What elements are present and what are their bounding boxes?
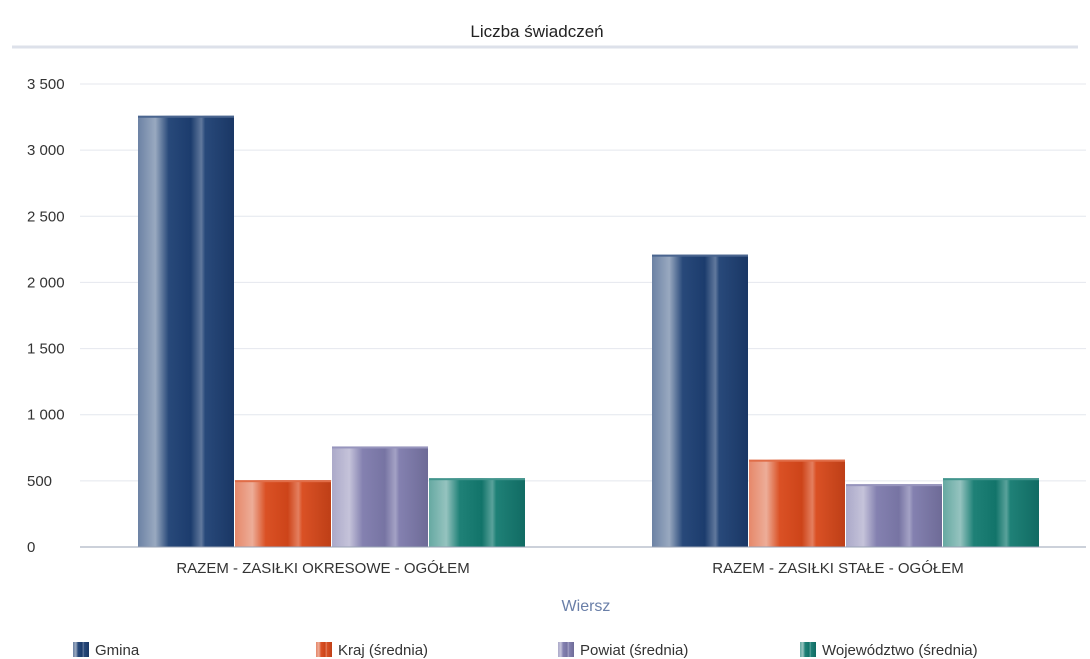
legend-label: Kraj (średnia)	[338, 642, 428, 659]
y-tick-label: 1 000	[27, 407, 65, 424]
bars	[138, 115, 1039, 548]
bar-top	[235, 480, 331, 483]
y-tick-label: 3 500	[27, 76, 65, 93]
bar-top	[138, 115, 234, 118]
legend-swatch	[558, 642, 574, 657]
bar-top	[846, 484, 942, 487]
legend-item[interactable]: Województwo (średnia)	[800, 642, 978, 659]
bar-top	[749, 459, 845, 462]
legend-item[interactable]: Powiat (średnia)	[558, 642, 688, 659]
bar[interactable]	[943, 478, 1039, 547]
x-axis-title: Wiersz	[562, 598, 611, 615]
legend: Gmina Kraj (średnia) Powiat (średnia) Wojew…	[73, 642, 978, 659]
legend-item[interactable]: Kraj (średnia)	[316, 642, 428, 659]
bar[interactable]	[749, 459, 845, 547]
bar-top	[332, 446, 428, 449]
legend-swatch	[800, 642, 816, 657]
bar[interactable]	[846, 484, 942, 547]
legend-label: Powiat (średnia)	[580, 642, 688, 659]
legend-item[interactable]: Gmina	[73, 642, 140, 659]
legend-label: Gmina	[95, 642, 140, 659]
legend-swatch	[316, 642, 332, 657]
legend-swatch	[73, 642, 89, 657]
bar[interactable]	[235, 480, 331, 547]
y-tick-label: 1 500	[27, 341, 65, 358]
bar[interactable]	[429, 478, 525, 547]
y-tick-label: 3 000	[27, 142, 65, 159]
x-category-label: RAZEM - ZASIŁKI OKRESOWE - OGÓŁEM	[176, 560, 469, 577]
bar-top	[429, 478, 525, 481]
x-category-label: RAZEM - ZASIŁKI STAŁE - OGÓŁEM	[712, 560, 963, 577]
bar[interactable]	[332, 446, 428, 547]
y-tick-label: 500	[27, 473, 52, 490]
chart-title: Liczba świadczeń	[470, 22, 603, 41]
bar[interactable]	[652, 254, 748, 548]
x-axis-categories: RAZEM - ZASIŁKI OKRESOWE - OGÓŁEM RAZEM -…	[176, 560, 963, 577]
y-tick-label: 0	[27, 539, 35, 556]
bar-top	[943, 478, 1039, 481]
y-axis-ticks: 0 500 1 000 1 500 2 000 2 500 3 000 3 500	[27, 76, 65, 556]
bar[interactable]	[138, 115, 234, 548]
y-tick-label: 2 000	[27, 274, 65, 291]
legend-label: Województwo (średnia)	[822, 642, 978, 659]
y-tick-label: 2 500	[27, 208, 65, 225]
bar-top	[652, 254, 748, 257]
